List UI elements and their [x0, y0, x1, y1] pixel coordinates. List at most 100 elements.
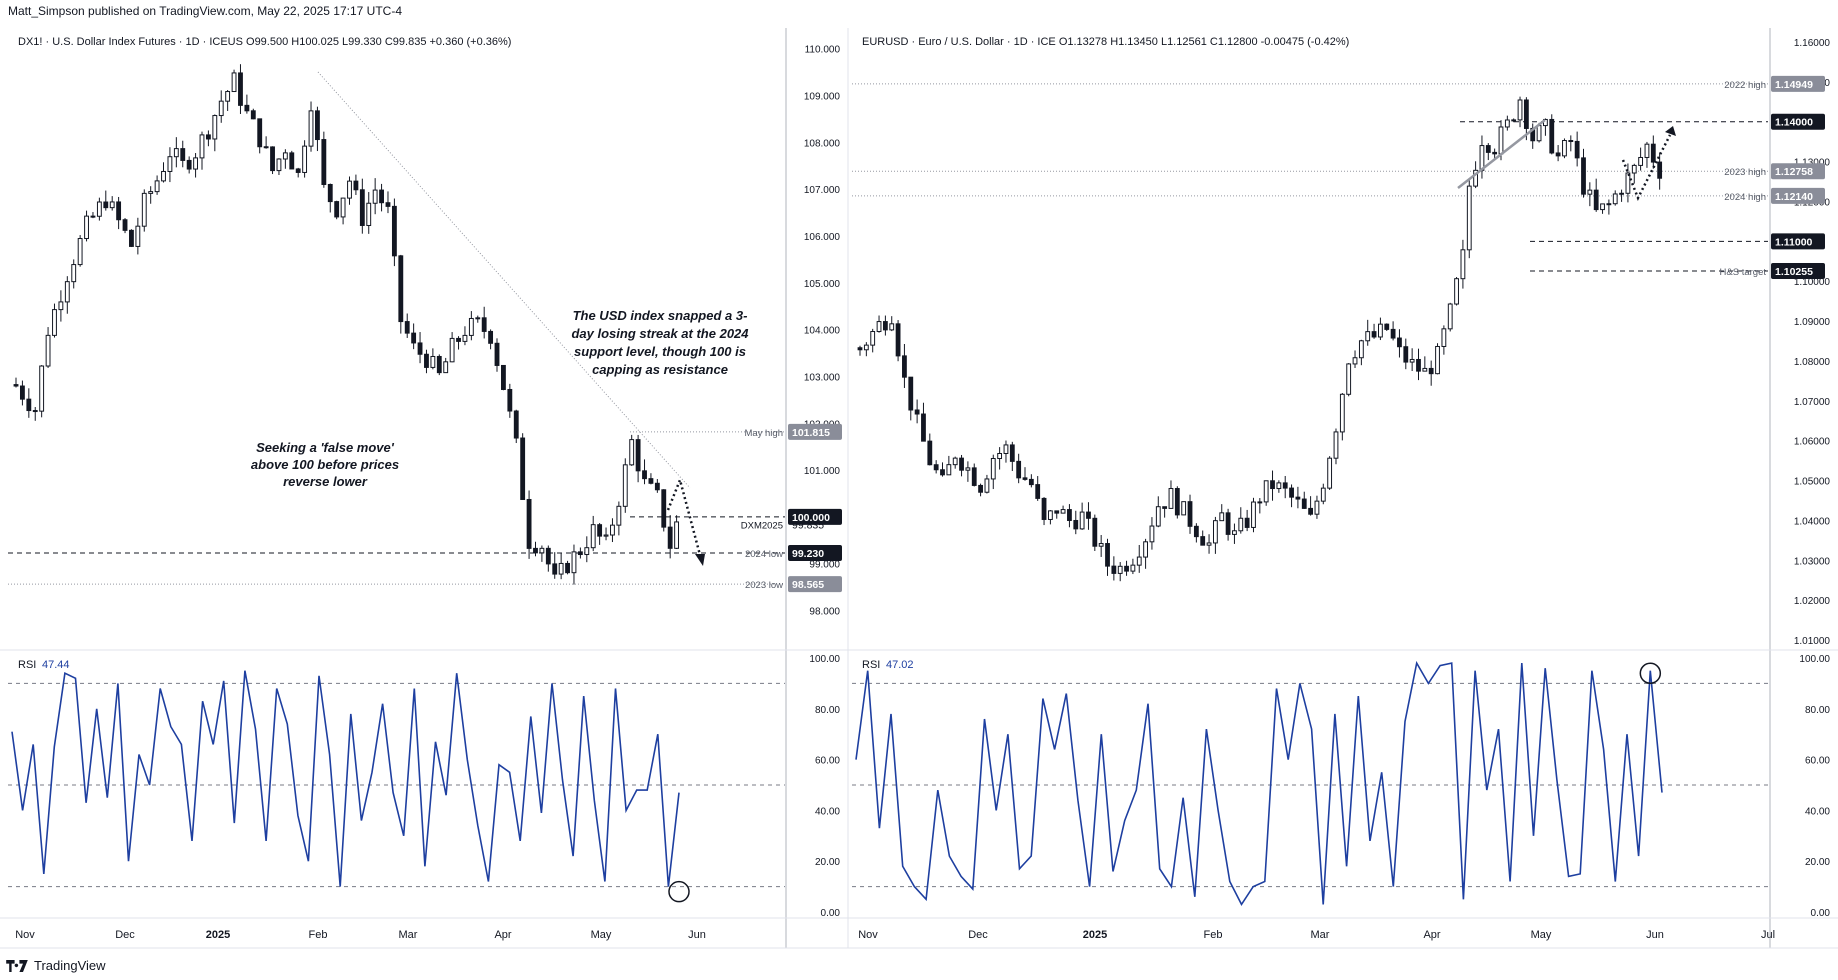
- candle: [1517, 99, 1523, 121]
- rsi-tick-label: 0.00: [821, 908, 841, 919]
- candle: [391, 205, 397, 257]
- candle: [876, 321, 882, 333]
- candle: [940, 469, 945, 476]
- price-badge-bg: [788, 508, 842, 525]
- rsi-circle-annotation: [668, 880, 690, 903]
- level-label: 2023 high: [1724, 167, 1766, 178]
- y-tick-label: 1.10000: [1794, 277, 1831, 288]
- y-tick-label: 103.000: [804, 372, 841, 383]
- rsi-tick-label: 80.00: [815, 705, 840, 716]
- candle: [526, 498, 532, 549]
- candle: [1086, 511, 1091, 519]
- x-tick-label: 2025: [1083, 929, 1107, 941]
- rsi-title: RSI: [18, 659, 36, 671]
- candle: [629, 439, 635, 466]
- candle: [927, 440, 933, 466]
- candle: [295, 168, 301, 173]
- candle: [64, 281, 70, 303]
- candle: [1352, 357, 1358, 365]
- annotation-text: support level, though 100 is: [574, 344, 746, 359]
- candle: [1092, 517, 1098, 547]
- rsi-tick-label: 100.00: [1799, 654, 1830, 665]
- candle: [173, 148, 179, 158]
- x-tick-label: Mar: [399, 929, 418, 941]
- price-badge-bg: [788, 576, 842, 593]
- candle: [1466, 185, 1472, 251]
- price-badge: 98.565: [792, 579, 824, 591]
- candle: [1511, 119, 1517, 122]
- candle: [622, 464, 628, 507]
- price-badge-bg: [1771, 187, 1825, 204]
- rsi-tick-label: 60.00: [1805, 756, 1830, 767]
- candle: [167, 156, 173, 172]
- candle: [1650, 143, 1656, 163]
- candle: [1162, 506, 1168, 509]
- candle: [882, 321, 888, 331]
- candle: [1333, 431, 1339, 459]
- candle: [1295, 496, 1301, 500]
- x-tick-label: May: [1531, 929, 1552, 941]
- candle: [122, 219, 128, 231]
- candle: [411, 332, 417, 344]
- candle: [500, 364, 506, 390]
- price-badge: 101.815: [792, 427, 830, 439]
- candle: [116, 201, 122, 221]
- candle: [1549, 118, 1555, 154]
- candle: [135, 225, 141, 247]
- candle: [978, 484, 983, 493]
- candle: [597, 524, 603, 537]
- candle: [1390, 328, 1396, 339]
- y-tick-label: 105.000: [804, 279, 841, 290]
- candle: [385, 202, 391, 207]
- candle: [674, 521, 680, 549]
- y-tick-label: 1.13000: [1794, 158, 1831, 169]
- candle: [1587, 189, 1593, 195]
- candle: [90, 215, 96, 218]
- candle: [417, 342, 423, 355]
- price-badge-bg: [1771, 263, 1825, 280]
- candle: [545, 547, 551, 565]
- candle: [1625, 172, 1631, 194]
- candle: [1612, 193, 1618, 205]
- y-tick-label: 1.02000: [1794, 596, 1831, 607]
- y-tick-label: 108.000: [804, 138, 841, 149]
- candle: [971, 467, 977, 486]
- candle: [1174, 488, 1180, 516]
- candle: [257, 118, 263, 148]
- candle: [289, 152, 295, 170]
- price-badge: 99.835: [792, 520, 824, 532]
- candle: [1041, 497, 1047, 520]
- price-badge: 100.000: [792, 512, 830, 524]
- candle: [1498, 126, 1504, 155]
- publisher-line: Matt_Simpson published on TradingView.co…: [8, 4, 402, 18]
- y-tick-label: 1.08000: [1794, 357, 1831, 368]
- candle: [282, 152, 288, 160]
- candle: [1098, 543, 1104, 547]
- candle: [308, 110, 314, 147]
- annotation-text: above 100 before prices: [251, 457, 399, 472]
- candle: [244, 104, 250, 112]
- candle: [965, 467, 971, 471]
- rsi-tick-label: 60.00: [815, 756, 840, 767]
- rsi-line: [855, 660, 1663, 906]
- candle: [1105, 543, 1110, 567]
- candle: [1504, 119, 1510, 128]
- chart-canvas[interactable]: DX1! · U.S. Dollar Index Futures · 1D · …: [0, 0, 1838, 950]
- candle: [667, 526, 673, 549]
- candle: [58, 301, 64, 311]
- candle: [353, 180, 359, 191]
- candle: [908, 376, 914, 411]
- level-label: 2023 low: [745, 580, 783, 591]
- candle: [1638, 156, 1644, 166]
- candle: [1397, 337, 1402, 348]
- price-badge: 1.12140: [1775, 191, 1813, 203]
- candle: [231, 72, 237, 93]
- candle: [895, 323, 901, 357]
- projection-arrowhead: [695, 554, 705, 566]
- candle: [359, 189, 365, 226]
- candle: [141, 192, 147, 227]
- candle: [45, 334, 51, 367]
- candle: [952, 457, 958, 466]
- candle: [1314, 500, 1320, 515]
- annotation-text: Seeking a 'false move': [256, 440, 395, 455]
